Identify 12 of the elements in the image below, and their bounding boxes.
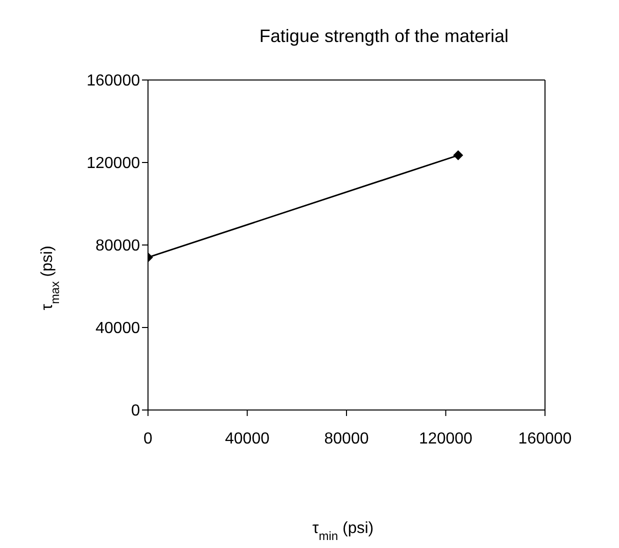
x-axis-title: τ$_{min}$ (psi): [312, 520, 374, 543]
x-tick-label: 80000: [324, 430, 369, 448]
y-tick-label: 0: [131, 402, 140, 420]
y-tick-label: 120000: [86, 155, 140, 172]
x-tick-label: 120000: [419, 430, 473, 448]
x-tick-label: 0: [144, 430, 153, 448]
x-tick-label: 40000: [225, 430, 270, 448]
y-tick-label: 80000: [96, 238, 140, 255]
x-tick-label: 160000: [518, 430, 572, 448]
y-tick-label: 160000: [86, 72, 140, 90]
y-tick-label: 40000: [96, 320, 140, 338]
chart-title: Fatigue strength of the material: [259, 26, 509, 46]
